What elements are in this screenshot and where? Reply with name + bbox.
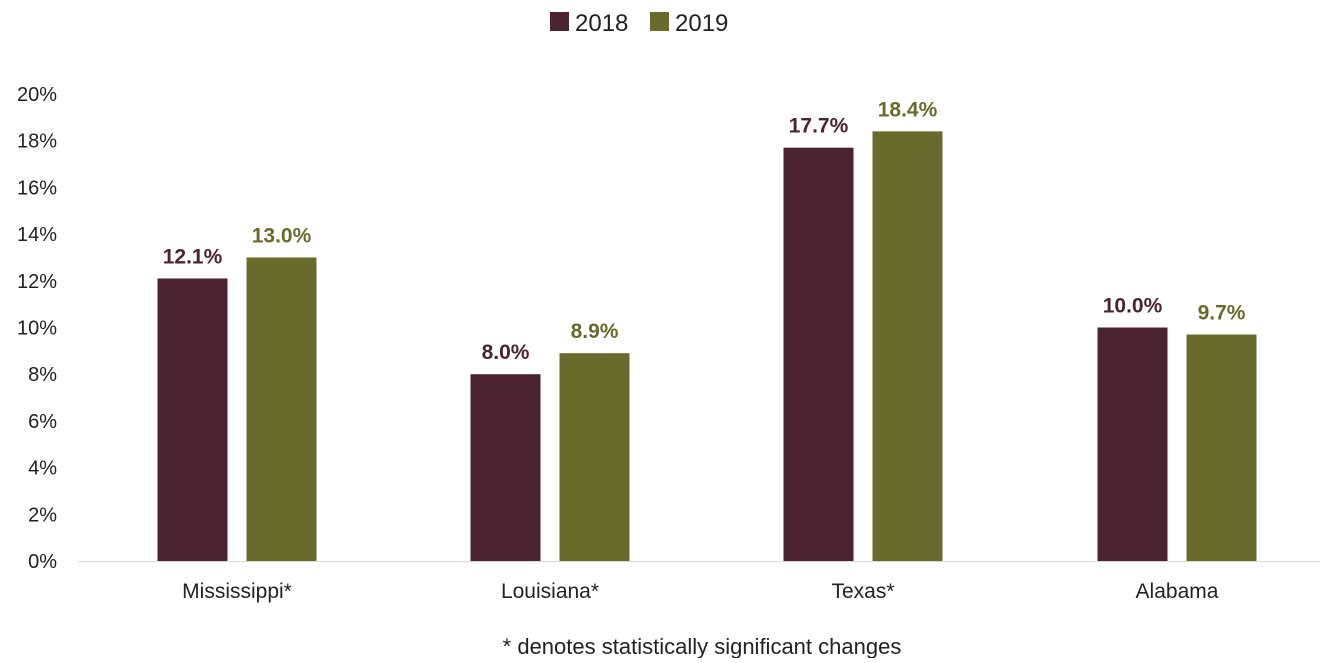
y-tick-label: 8% [28, 364, 57, 386]
y-tick-label: 16% [17, 177, 57, 199]
category-label: Louisiana* [501, 580, 599, 603]
footnote: * denotes statistically significant chan… [503, 634, 902, 658]
data-label-2018-1: 8.0% [482, 341, 530, 364]
category-label: Alabama [1136, 580, 1219, 603]
data-label-2018-2: 17.7% [789, 115, 849, 138]
y-tick-label: 10% [17, 318, 57, 340]
y-tick-label: 6% [28, 411, 57, 433]
bars [157, 131, 1257, 562]
y-tick-label: 18% [17, 131, 57, 153]
y-tick-label: 2% [28, 504, 57, 526]
bar-2019-3 [1186, 334, 1257, 561]
y-tick-label: 14% [17, 224, 57, 246]
y-tick-label: 12% [17, 271, 57, 293]
bar-2018-2 [783, 147, 854, 561]
category-label: Mississippi* [182, 580, 292, 603]
y-tick-label: 4% [28, 458, 57, 480]
data-labels: 12.1% 13.0% 8.0% 8.9% 17.7% 18.4% 10.0% 9.7% [163, 98, 1246, 364]
y-axis: 0% 2% 4% 6% 8% 10% 12% 14% 16% 18% 20% [17, 84, 57, 573]
data-label-2018-0: 12.1% [163, 245, 223, 268]
bar-2019-0 [246, 257, 317, 561]
legend: 2018 2019 [550, 10, 728, 37]
data-label-2019-3: 9.7% [1198, 302, 1246, 325]
legend-label-2018: 2018 [575, 10, 628, 37]
x-axis: Mississippi* Louisiana* Texas* Alabama [78, 561, 1320, 603]
data-label-2019-0: 13.0% [252, 224, 312, 247]
bar-2019-1 [559, 353, 630, 561]
y-tick-label: 20% [17, 84, 57, 106]
y-tick-label: 0% [28, 551, 57, 573]
bar-2018-3 [1097, 327, 1168, 561]
bar-2018-1 [470, 374, 541, 561]
data-label-2019-2: 18.4% [878, 98, 938, 121]
legend-label-2019: 2019 [675, 10, 728, 37]
legend-swatch-2019 [650, 12, 669, 31]
data-label-2019-1: 8.9% [571, 320, 619, 343]
category-label: Texas* [831, 580, 894, 603]
bar-2019-2 [872, 131, 943, 562]
legend-swatch-2018 [550, 12, 569, 31]
bar-2018-0 [157, 278, 228, 561]
data-label-2018-3: 10.0% [1103, 295, 1163, 318]
